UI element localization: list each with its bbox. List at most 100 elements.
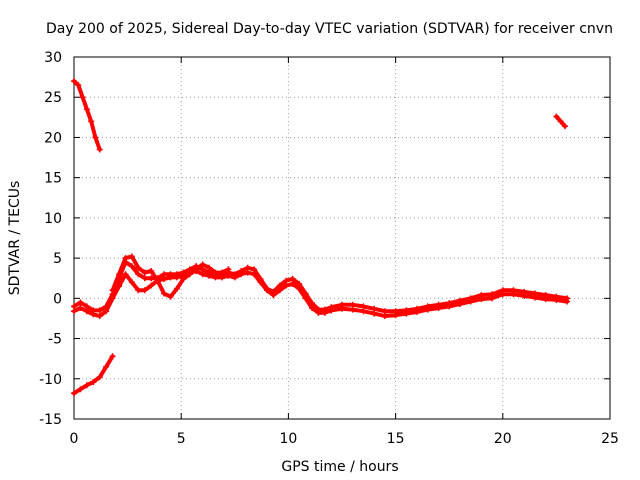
data-point	[456, 300, 463, 307]
data-point	[478, 296, 485, 303]
x-tick-label: 25	[601, 431, 619, 447]
y-tick-label: -15	[39, 412, 62, 428]
data-point	[77, 386, 84, 393]
data-point	[103, 363, 110, 370]
x-tick-label: 20	[494, 431, 512, 447]
data-point	[263, 287, 270, 294]
data-point	[186, 271, 193, 278]
data-point	[90, 378, 97, 385]
data-point	[283, 282, 290, 289]
y-tick-label: 30	[44, 50, 62, 66]
y-tick-label: 10	[44, 211, 62, 227]
y-tick-label: -10	[39, 372, 62, 388]
data-point	[128, 279, 135, 286]
data-point	[238, 271, 245, 278]
data-point	[79, 94, 86, 101]
x-tick-label: 5	[177, 431, 186, 447]
data-point	[244, 269, 251, 276]
y-tick-label: 20	[44, 130, 62, 146]
data-point	[173, 274, 180, 281]
data-point	[122, 271, 129, 278]
data-point	[71, 78, 77, 85]
data-point	[88, 118, 95, 125]
data-point	[92, 134, 99, 141]
data-point	[75, 82, 82, 89]
data-point	[381, 313, 388, 320]
data-point	[199, 261, 206, 268]
data-point	[148, 267, 155, 274]
data-point	[553, 296, 560, 303]
data-point	[96, 374, 103, 381]
data-point	[135, 287, 142, 294]
plot-frame	[73, 56, 611, 420]
data-point	[128, 253, 135, 260]
data-point	[173, 285, 180, 292]
y-tick-label: 5	[53, 251, 62, 267]
data-point	[77, 304, 84, 311]
data-point	[141, 275, 148, 282]
data-point	[510, 291, 517, 298]
data-point	[251, 271, 258, 278]
data-point	[116, 283, 123, 290]
chart-title: Day 200 of 2025, Sidereal Day-to-day VTE…	[46, 21, 613, 37]
data-point	[96, 313, 103, 320]
data-point	[167, 274, 174, 281]
data-point	[141, 287, 148, 294]
data-point	[148, 275, 155, 282]
data-point	[161, 290, 168, 297]
data-point	[328, 307, 335, 314]
x-axis-label: GPS time / hours	[281, 459, 398, 475]
data-point	[424, 306, 431, 313]
y-tick-label: 0	[53, 291, 62, 307]
data-point	[561, 123, 568, 130]
data-point	[109, 287, 116, 294]
data-point	[218, 269, 225, 276]
data-point	[302, 295, 309, 302]
data-point	[109, 353, 116, 360]
data-point	[161, 276, 168, 283]
data-point	[103, 308, 110, 315]
data-point	[557, 118, 564, 125]
data-point	[392, 312, 399, 319]
data-point	[371, 310, 378, 317]
data-point	[199, 271, 206, 278]
data-point	[109, 295, 116, 302]
data-point	[339, 305, 345, 312]
data-point	[128, 263, 135, 270]
data-point	[193, 266, 200, 273]
data-point	[135, 264, 142, 271]
axis-ticks: -15 -10 -5 0 5 10 15 20 25 30 0 5 10 15 20 25	[39, 50, 619, 447]
y-tick-label: 25	[44, 90, 62, 106]
data-point	[276, 287, 283, 294]
grid-lines	[73, 56, 611, 420]
data-point	[116, 271, 123, 278]
data-point	[90, 311, 97, 318]
data-point	[489, 295, 496, 302]
data-marks	[71, 78, 571, 397]
data-point	[141, 269, 148, 276]
data-point	[71, 390, 77, 397]
data-point	[225, 272, 232, 279]
data-point	[531, 294, 538, 301]
data-point	[564, 298, 571, 305]
data-point	[467, 298, 474, 305]
data-point	[180, 276, 187, 283]
data-point	[553, 113, 560, 120]
data-point	[83, 106, 90, 113]
y-axis-label: SDTVAR / TECUs	[7, 181, 23, 296]
data-point	[77, 299, 84, 306]
data-point	[414, 309, 421, 316]
data-point	[167, 293, 174, 300]
x-tick-label: 10	[279, 431, 297, 447]
data-point	[360, 308, 367, 315]
data-point	[71, 308, 77, 315]
data-point	[257, 279, 264, 286]
data-point	[212, 269, 219, 276]
data-point	[321, 309, 328, 316]
data-point	[135, 271, 142, 278]
data-point	[296, 285, 303, 292]
data-point	[435, 304, 442, 311]
y-tick-label: -5	[48, 332, 62, 348]
y-tick-label: 15	[44, 171, 62, 187]
